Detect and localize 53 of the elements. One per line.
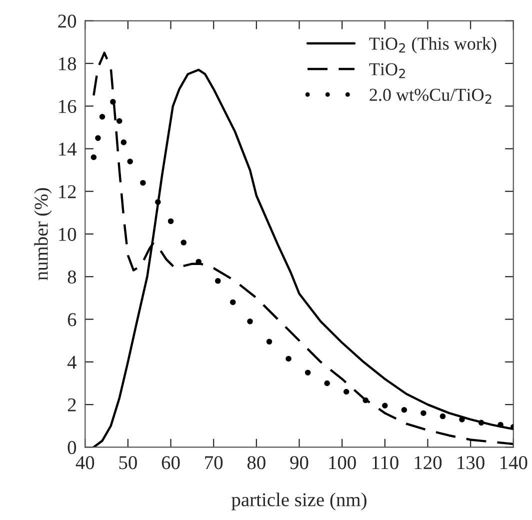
point	[247, 318, 253, 324]
y-axis-title: number (%)	[34, 188, 52, 280]
y-tick-label: 0	[68, 441, 76, 454]
y-tick-label: 12	[59, 185, 76, 198]
point	[214, 278, 221, 284]
x-tick-label: 130	[458, 456, 484, 470]
point	[478, 420, 484, 426]
point	[343, 388, 350, 395]
point	[120, 139, 127, 146]
x-tick-label: 110	[372, 456, 398, 470]
y-tick-label: 14	[59, 142, 76, 156]
x-tick-label: 60	[162, 456, 180, 470]
x-tick-label: 100	[329, 456, 356, 470]
y-tick-label: 2	[68, 398, 76, 412]
x-tick-label: 140	[500, 456, 528, 470]
point	[168, 218, 174, 224]
point	[90, 154, 97, 160]
point	[110, 98, 116, 105]
point	[382, 402, 388, 409]
y-tick-label: 20	[58, 14, 76, 28]
point	[116, 118, 122, 124]
x-tick-label: 70	[205, 456, 223, 470]
y-tick-label: 10	[59, 228, 76, 241]
point	[140, 180, 146, 186]
y-tick-label: 18	[59, 57, 76, 70]
point	[420, 410, 426, 416]
point	[180, 240, 187, 246]
point	[127, 158, 133, 164]
legend-label: 2.0 wt%Cu/TiO$_{2}$	[370, 88, 492, 104]
point	[304, 370, 311, 376]
point	[99, 114, 106, 120]
point	[230, 299, 236, 306]
x-tick-label: 80	[247, 456, 266, 470]
legend-label: TiO$_{2}$	[369, 63, 405, 78]
point	[362, 397, 369, 404]
point	[498, 422, 504, 428]
y-tick-label: 4	[67, 356, 76, 369]
x-tick-label: 90	[290, 456, 308, 470]
y-tick-label: 16	[59, 100, 76, 114]
point	[401, 407, 408, 413]
point	[324, 380, 330, 386]
y-tick-label: 6	[68, 313, 76, 326]
point	[266, 338, 272, 345]
x-tick-label: 40	[76, 456, 94, 470]
point	[286, 356, 292, 362]
x-tick-label: 50	[119, 456, 137, 470]
x-axis-title: particle size (nm)	[232, 492, 366, 510]
point	[155, 199, 161, 205]
y-tick-label: 8	[68, 270, 76, 284]
x-tick-label: 120	[414, 456, 442, 470]
point	[95, 135, 101, 141]
point	[440, 413, 446, 420]
legend-label: TiO$_{2}$ (This work)	[369, 37, 496, 54]
